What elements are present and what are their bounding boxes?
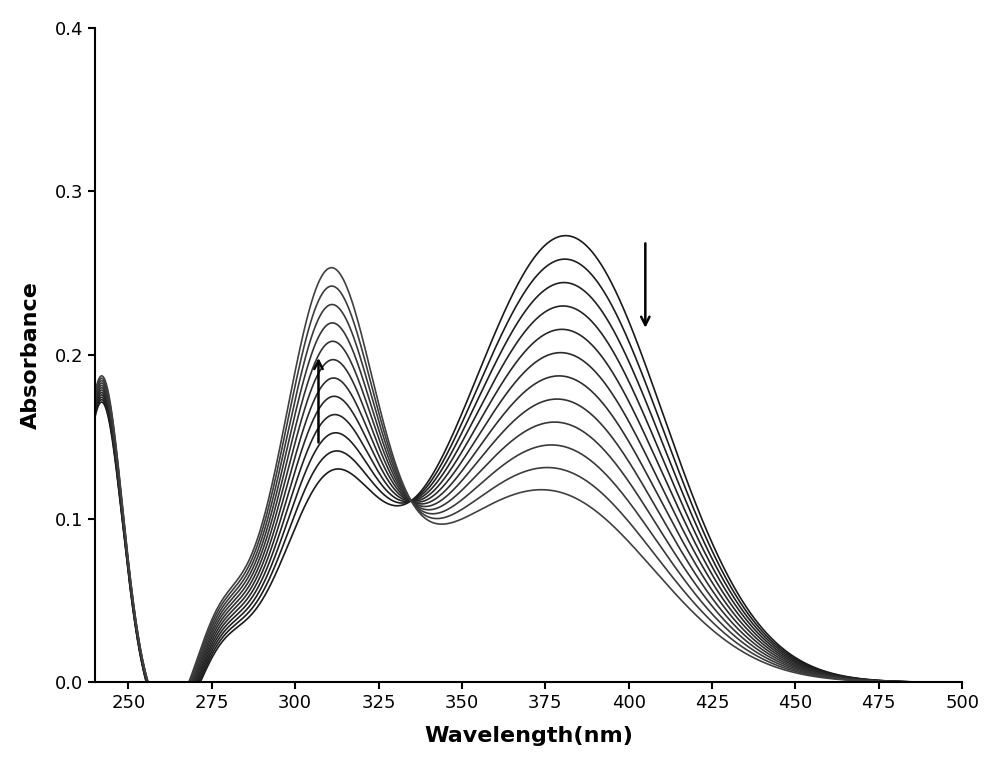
X-axis label: Wavelength(nm): Wavelength(nm) (424, 726, 633, 746)
Y-axis label: Absorbance: Absorbance (21, 281, 41, 429)
